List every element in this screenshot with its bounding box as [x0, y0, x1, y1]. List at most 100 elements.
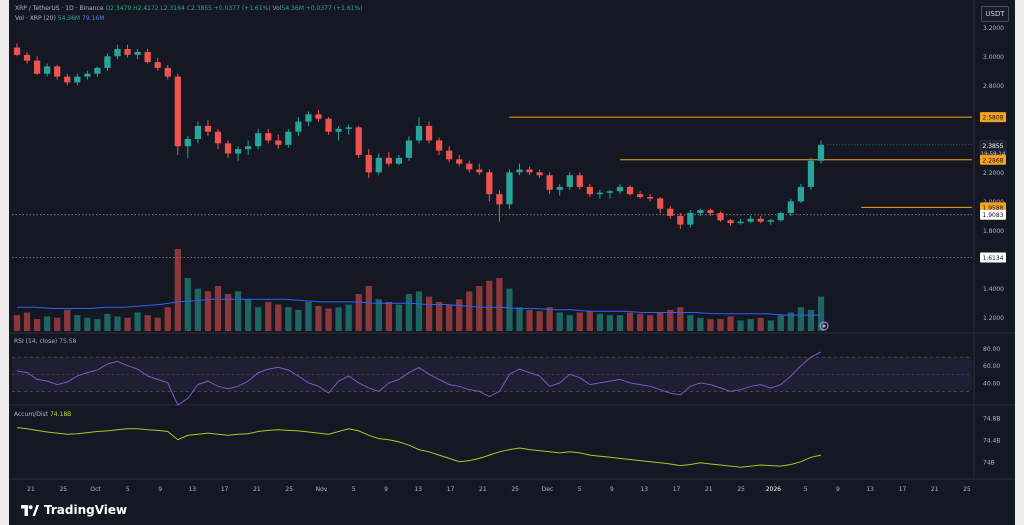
candle-body[interactable] — [626, 186, 634, 195]
tradingview-logo[interactable]: TradingView — [21, 503, 127, 517]
candle-body[interactable] — [667, 208, 674, 216]
candle-body[interactable] — [345, 127, 352, 129]
candle-body[interactable] — [234, 149, 242, 154]
candle-body[interactable] — [677, 215, 684, 225]
candle-body[interactable] — [265, 133, 272, 141]
candle-body[interactable] — [486, 172, 493, 195]
candle-body[interactable] — [104, 56, 111, 68]
candle-body[interactable] — [134, 51, 141, 55]
candle-body[interactable] — [184, 138, 191, 147]
candle-body[interactable] — [285, 131, 292, 145]
candle-body[interactable] — [74, 76, 81, 83]
candle-body[interactable] — [566, 175, 573, 187]
candle-body[interactable] — [697, 210, 704, 214]
candle-body[interactable] — [727, 220, 734, 224]
candle-body[interactable] — [305, 114, 312, 122]
candle-body[interactable] — [44, 66, 51, 74]
time-axis-tick: 9 — [384, 486, 388, 493]
candle-body[interactable] — [255, 133, 262, 147]
candle-body[interactable] — [466, 163, 473, 170]
volume-bar — [516, 307, 523, 331]
candle-body[interactable] — [817, 144, 825, 161]
volume-bar — [807, 309, 815, 331]
legend-symbol[interactable]: XRP / TetherUS · 1D · Binance — [15, 5, 104, 12]
candle-body[interactable] — [767, 220, 774, 222]
candle-body[interactable] — [476, 169, 483, 173]
candle-body[interactable] — [546, 175, 553, 190]
candle-body[interactable] — [94, 67, 101, 74]
candle-body[interactable] — [536, 172, 543, 176]
rsi-value: 75.58 — [59, 338, 77, 345]
legend-vol-series-label[interactable]: Vol · XRP (20) — [15, 15, 56, 22]
candle-body[interactable] — [606, 191, 614, 193]
candle-body[interactable] — [385, 157, 392, 164]
chart-svg[interactable]: 3.20003.00002.80002.58082.385519:59:142.… — [9, 0, 1015, 525]
candle-body[interactable] — [295, 121, 302, 132]
candle-body[interactable] — [616, 186, 624, 192]
candle-body[interactable] — [64, 76, 71, 83]
candle-body[interactable] — [164, 67, 171, 77]
candle-body[interactable] — [204, 125, 212, 132]
tradingview-chart[interactable]: 3.2000 3.0000 2.8000 2.5808 2.3855 19:59:14 2.… — [9, 0, 1015, 525]
volume-bar — [124, 317, 131, 331]
volume-bar — [265, 301, 272, 331]
candle-body[interactable] — [375, 157, 382, 173]
candle-body[interactable] — [456, 159, 463, 164]
candle-body[interactable] — [516, 169, 523, 173]
candle-body[interactable] — [194, 125, 202, 139]
candle-body[interactable] — [315, 114, 322, 119]
candle-body[interactable] — [124, 49, 131, 55]
candle-body[interactable] — [506, 172, 513, 205]
candle-body[interactable] — [807, 160, 815, 187]
candle-body[interactable] — [355, 127, 362, 155]
candle-body[interactable] — [114, 49, 121, 57]
candle-body[interactable] — [23, 54, 31, 61]
candle-body[interactable] — [556, 186, 563, 190]
candle-body[interactable] — [636, 194, 644, 198]
candle-body[interactable] — [797, 186, 805, 202]
candle-body[interactable] — [586, 186, 593, 195]
candle-body[interactable] — [144, 51, 151, 63]
candle-body[interactable] — [596, 192, 604, 195]
candle-body[interactable] — [395, 157, 403, 164]
candle-body[interactable] — [335, 128, 342, 132]
candle-body[interactable] — [435, 140, 443, 151]
candle-body[interactable] — [405, 140, 413, 158]
candle-body[interactable] — [154, 62, 161, 68]
candle-body[interactable] — [747, 218, 754, 222]
candle-body[interactable] — [425, 125, 433, 141]
events-marker-icon[interactable] — [819, 321, 829, 331]
candle-body[interactable] — [33, 60, 41, 74]
candle-body[interactable] — [707, 210, 714, 214]
candle-body[interactable] — [365, 154, 372, 173]
candle-body[interactable] — [415, 125, 423, 141]
candle-body[interactable] — [657, 198, 664, 209]
candle-body[interactable] — [777, 213, 784, 221]
candle-body[interactable] — [576, 175, 583, 187]
candle-body[interactable] — [446, 150, 453, 160]
candle-body[interactable] — [526, 169, 533, 173]
candle-body[interactable] — [54, 66, 61, 77]
candle-body[interactable] — [224, 143, 232, 154]
candle-body[interactable] — [787, 201, 794, 214]
candle-body[interactable] — [717, 213, 724, 221]
candle-body[interactable] — [737, 221, 744, 224]
currency-button[interactable]: USDT — [981, 6, 1009, 22]
accum-label[interactable]: Accum/Dist — [14, 411, 49, 418]
volume-bar — [134, 312, 141, 331]
time-axis-tick: 21 — [931, 486, 939, 493]
candle-body[interactable] — [245, 146, 252, 150]
candle-body[interactable] — [496, 194, 503, 205]
candle-body[interactable] — [84, 73, 91, 77]
candle-body[interactable] — [687, 213, 694, 225]
volume-bar — [606, 315, 614, 331]
candle-body[interactable] — [214, 131, 222, 144]
candle-body[interactable] — [757, 218, 764, 222]
candle-body[interactable] — [325, 118, 332, 132]
candle-body[interactable] — [275, 140, 282, 145]
rsi-label[interactable]: RSI (14, close) — [14, 338, 58, 345]
candle-body[interactable] — [174, 76, 181, 147]
volume-bar — [636, 313, 644, 331]
candle-body[interactable] — [647, 197, 654, 199]
candle-body[interactable] — [13, 47, 21, 55]
